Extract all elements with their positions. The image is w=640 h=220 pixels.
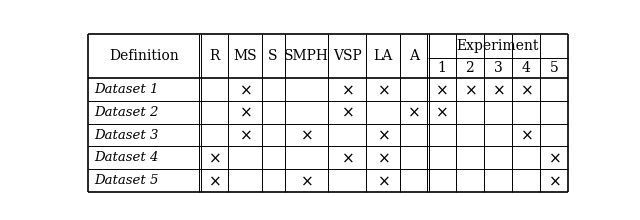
Text: $\times$: $\times$: [341, 82, 353, 97]
Text: $\times$: $\times$: [239, 82, 252, 97]
Text: 5: 5: [550, 61, 559, 75]
Text: $\times$: $\times$: [492, 82, 504, 97]
Text: $\times$: $\times$: [435, 105, 448, 120]
Text: $\times$: $\times$: [376, 150, 389, 165]
Text: 2: 2: [465, 61, 474, 75]
Text: $\times$: $\times$: [548, 173, 561, 188]
Text: A: A: [408, 49, 419, 63]
Text: 3: 3: [493, 61, 502, 75]
Text: Experiment: Experiment: [457, 39, 539, 53]
Text: $\times$: $\times$: [341, 105, 353, 120]
Text: $\times$: $\times$: [208, 173, 221, 188]
Text: $\times$: $\times$: [376, 173, 389, 188]
Text: SMPH: SMPH: [284, 49, 329, 63]
Text: VSP: VSP: [333, 49, 362, 63]
Text: $\times$: $\times$: [376, 82, 389, 97]
Text: 4: 4: [522, 61, 531, 75]
Text: Dataset 2: Dataset 2: [94, 106, 158, 119]
Text: $\times$: $\times$: [376, 128, 389, 143]
Text: $\times$: $\times$: [341, 150, 353, 165]
Text: Dataset 1: Dataset 1: [94, 83, 158, 96]
Text: $\times$: $\times$: [548, 150, 561, 165]
Text: R: R: [209, 49, 220, 63]
Text: $\times$: $\times$: [300, 128, 312, 143]
Text: $\times$: $\times$: [463, 82, 476, 97]
Text: $\times$: $\times$: [520, 128, 532, 143]
Text: Dataset 3: Dataset 3: [94, 129, 158, 142]
Text: $\times$: $\times$: [239, 105, 252, 120]
Text: Definition: Definition: [109, 49, 179, 63]
Text: $\times$: $\times$: [208, 150, 221, 165]
Text: $\times$: $\times$: [300, 173, 312, 188]
Text: $\times$: $\times$: [407, 105, 420, 120]
Text: Dataset 5: Dataset 5: [94, 174, 158, 187]
Text: LA: LA: [373, 49, 392, 63]
Text: $\times$: $\times$: [239, 128, 252, 143]
Text: Dataset 4: Dataset 4: [94, 151, 158, 164]
Text: 1: 1: [437, 61, 446, 75]
Text: $\times$: $\times$: [520, 82, 532, 97]
Text: MS: MS: [233, 49, 257, 63]
Text: S: S: [268, 49, 278, 63]
Text: $\times$: $\times$: [435, 82, 448, 97]
